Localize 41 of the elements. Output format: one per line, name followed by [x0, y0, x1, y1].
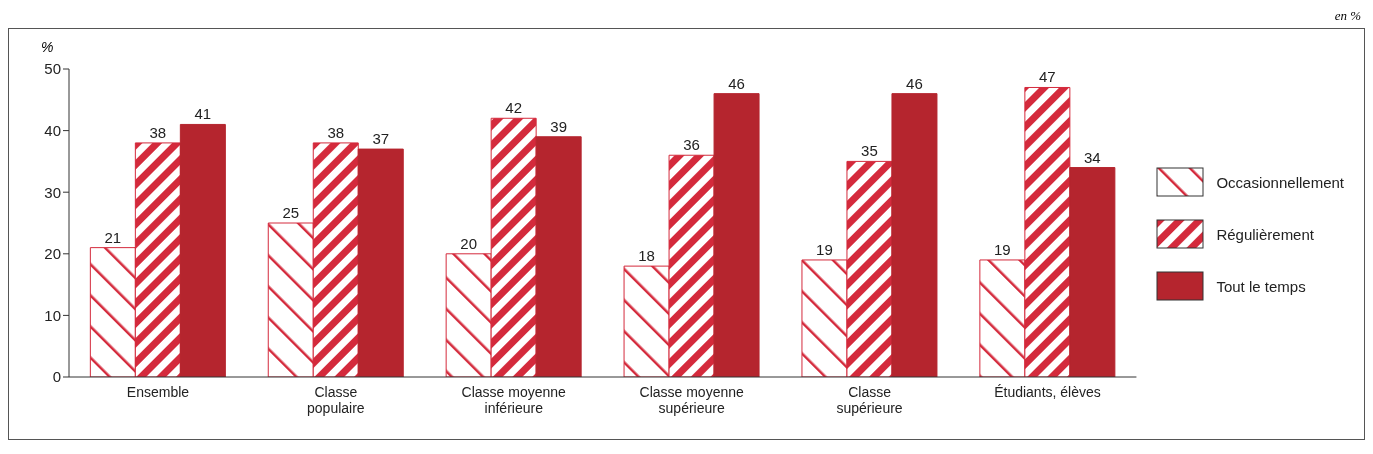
- x-tick-label: Ensemble: [126, 384, 190, 400]
- x-tick-label: Classe supérieure: [836, 384, 903, 416]
- data-label: 35: [861, 142, 878, 160]
- text: en %: [1333, 8, 1362, 25]
- data-label: 46: [728, 74, 745, 92]
- data-label: 46: [906, 74, 923, 92]
- data-label: 20: [460, 234, 477, 252]
- bar: [891, 93, 938, 377]
- y-axis-title: %: [41, 39, 54, 55]
- data-label: 18: [638, 247, 655, 265]
- bar: [1069, 167, 1116, 377]
- y-tick-label: 20: [44, 245, 61, 263]
- data-label: 21: [104, 228, 122, 246]
- data-label: 42: [505, 99, 522, 117]
- bar: [357, 148, 404, 377]
- data-label: 37: [372, 130, 390, 148]
- data-label: 38: [327, 123, 345, 141]
- data-label: 34: [1084, 148, 1101, 166]
- bar: [713, 93, 760, 377]
- y-tick-label: 40: [44, 121, 61, 139]
- legend-label: Régulièrement: [1216, 225, 1314, 243]
- x-tick-label: Classe moyenne supérieure: [639, 384, 745, 416]
- data-label: 19: [994, 240, 1011, 258]
- data-label: 19: [816, 240, 833, 258]
- y-tick-label: 50: [44, 60, 61, 78]
- x-tick-label: Classe moyenne inférieure: [461, 384, 567, 416]
- legend-label: Occasionnellement: [1216, 173, 1344, 191]
- bar: [535, 136, 582, 377]
- data-label: 39: [550, 117, 567, 135]
- y-tick-label: 30: [44, 183, 61, 201]
- data-label: 36: [683, 136, 700, 154]
- x-tick-label: Classe populaire: [307, 384, 365, 416]
- y-tick-label: 10: [44, 306, 61, 324]
- y-tick-label: 0: [52, 368, 61, 386]
- data-label: 38: [149, 123, 167, 141]
- data-label: 47: [1039, 68, 1056, 86]
- data-label: 25: [282, 204, 300, 221]
- x-tick-label: Étudiants, élèves: [994, 384, 1101, 400]
- bar: [179, 123, 226, 377]
- legend-label: Tout le temps: [1216, 277, 1306, 295]
- data-label: 41: [194, 105, 212, 123]
